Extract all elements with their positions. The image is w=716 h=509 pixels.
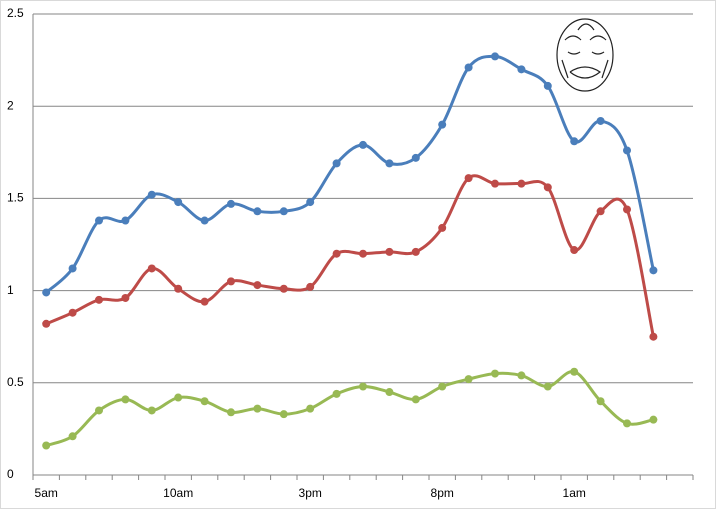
- data-point: [147, 406, 156, 415]
- data-point: [227, 199, 235, 208]
- data-point: [121, 216, 130, 225]
- data-point: [200, 216, 209, 225]
- data-point: [200, 297, 209, 306]
- data-point: [464, 375, 473, 384]
- data-point: [121, 293, 130, 302]
- data-point: [332, 159, 341, 168]
- data-point: [147, 264, 156, 273]
- data-point: [570, 137, 579, 146]
- data-point: [68, 308, 77, 317]
- data-point: [438, 223, 447, 232]
- data-point: [438, 382, 447, 391]
- data-point: [385, 159, 394, 168]
- data-point: [491, 179, 499, 188]
- data-point: [570, 246, 579, 255]
- x-tick-label: 10am: [163, 486, 193, 500]
- y-tick-label: 2: [7, 98, 14, 112]
- data-point: [623, 146, 631, 155]
- data-point: [517, 65, 526, 74]
- data-point: [42, 319, 51, 328]
- data-point: [543, 183, 552, 192]
- y-tick-label: 1.5: [7, 191, 24, 205]
- data-point: [279, 410, 288, 419]
- data-point: [332, 249, 341, 258]
- data-point: [543, 382, 552, 391]
- data-point: [517, 179, 526, 188]
- data-point: [42, 288, 51, 297]
- data-point: [332, 389, 341, 398]
- data-point: [68, 264, 77, 273]
- data-point: [649, 415, 658, 424]
- data-point: [438, 120, 447, 129]
- data-point: [253, 207, 262, 216]
- data-point: [174, 284, 183, 293]
- x-tick-label: 8pm: [431, 486, 454, 500]
- data-point: [174, 393, 183, 402]
- data-point: [623, 205, 631, 214]
- data-point: [596, 207, 605, 216]
- data-point: [491, 52, 499, 61]
- data-point: [95, 216, 103, 225]
- data-point: [200, 397, 209, 406]
- data-point: [649, 332, 658, 341]
- data-point: [517, 371, 526, 380]
- data-point: [649, 266, 658, 275]
- data-point: [596, 116, 605, 125]
- data-point: [359, 382, 367, 391]
- data-point: [623, 419, 631, 428]
- data-point: [95, 295, 103, 304]
- x-tick-label: 3pm: [299, 486, 322, 500]
- data-point: [253, 281, 262, 290]
- data-point: [306, 404, 315, 413]
- data-point: [491, 369, 499, 378]
- data-point: [42, 441, 51, 450]
- y-tick-label: 0: [7, 467, 14, 481]
- data-point: [385, 247, 394, 256]
- data-point: [147, 190, 156, 199]
- data-point: [411, 247, 420, 256]
- rage-face: [556, 18, 614, 92]
- x-tick-label: 5am: [35, 486, 58, 500]
- data-point: [411, 153, 420, 162]
- data-point: [279, 207, 288, 216]
- data-point: [227, 277, 235, 286]
- data-point: [385, 388, 394, 397]
- data-point: [359, 249, 367, 258]
- data-point: [464, 174, 473, 183]
- data-point: [359, 140, 367, 149]
- data-point: [464, 63, 473, 72]
- data-point: [174, 198, 183, 207]
- data-point: [68, 432, 77, 441]
- y-tick-label: 2.5: [7, 6, 24, 20]
- data-point: [411, 395, 420, 404]
- y-tick-label: 0.5: [7, 375, 24, 389]
- data-point: [543, 81, 552, 90]
- data-point: [253, 404, 262, 413]
- data-point: [306, 198, 315, 207]
- data-point: [95, 406, 103, 415]
- data-point: [279, 284, 288, 293]
- data-point: [596, 397, 605, 406]
- data-point: [306, 282, 315, 291]
- data-point: [570, 367, 579, 376]
- data-point: [227, 408, 235, 417]
- data-point: [121, 395, 130, 404]
- x-tick-label: 1am: [563, 486, 586, 500]
- y-tick-label: 1: [7, 283, 14, 297]
